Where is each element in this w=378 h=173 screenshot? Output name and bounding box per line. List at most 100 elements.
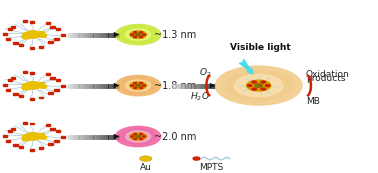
Circle shape — [121, 27, 156, 43]
Circle shape — [143, 85, 146, 86]
Circle shape — [27, 133, 36, 137]
Bar — [30, 72, 34, 74]
Circle shape — [28, 84, 37, 88]
Circle shape — [116, 24, 161, 45]
Circle shape — [29, 84, 36, 87]
Circle shape — [121, 129, 156, 144]
Text: $O_2$: $O_2$ — [199, 67, 212, 79]
Bar — [6, 89, 11, 91]
Circle shape — [28, 82, 37, 86]
Circle shape — [29, 135, 36, 138]
Circle shape — [31, 83, 42, 88]
Bar — [11, 77, 15, 79]
Circle shape — [119, 26, 157, 43]
Text: ~1.3 nm: ~1.3 nm — [154, 30, 197, 40]
Bar — [23, 71, 27, 73]
Circle shape — [193, 157, 200, 160]
Bar — [46, 124, 50, 126]
Circle shape — [31, 33, 40, 37]
Circle shape — [38, 83, 45, 86]
Circle shape — [22, 32, 33, 37]
Circle shape — [28, 82, 39, 86]
Circle shape — [126, 80, 150, 91]
Bar — [3, 84, 7, 86]
Bar — [56, 28, 60, 30]
Bar — [13, 42, 18, 44]
Bar — [48, 143, 53, 145]
Bar — [8, 28, 12, 30]
Circle shape — [31, 134, 40, 139]
Circle shape — [31, 84, 39, 88]
Bar — [61, 136, 65, 138]
Circle shape — [29, 33, 38, 37]
Circle shape — [31, 135, 39, 139]
Bar — [8, 130, 12, 132]
Circle shape — [118, 26, 158, 44]
Circle shape — [29, 33, 37, 37]
Text: MB: MB — [306, 97, 320, 106]
Circle shape — [261, 88, 265, 90]
Bar — [50, 77, 54, 79]
Circle shape — [25, 31, 40, 38]
Circle shape — [126, 131, 150, 142]
Circle shape — [247, 85, 252, 87]
Circle shape — [25, 82, 40, 89]
Bar — [6, 38, 11, 40]
Circle shape — [139, 87, 143, 89]
Circle shape — [131, 34, 134, 35]
Circle shape — [29, 84, 38, 88]
Circle shape — [134, 87, 137, 89]
Bar — [50, 128, 54, 130]
Circle shape — [134, 32, 137, 33]
Circle shape — [29, 135, 37, 139]
Text: ~2.0 nm: ~2.0 nm — [154, 131, 197, 142]
Circle shape — [225, 71, 292, 101]
Bar — [56, 130, 60, 132]
Circle shape — [121, 78, 156, 93]
Circle shape — [134, 83, 137, 84]
Circle shape — [134, 138, 137, 140]
Circle shape — [39, 34, 47, 37]
Circle shape — [28, 33, 37, 37]
Circle shape — [27, 82, 36, 86]
Bar — [30, 149, 34, 151]
Circle shape — [228, 72, 289, 99]
Circle shape — [139, 83, 143, 84]
Circle shape — [120, 26, 156, 43]
Circle shape — [28, 33, 37, 37]
Bar — [19, 95, 23, 97]
Circle shape — [143, 136, 146, 137]
Circle shape — [28, 85, 38, 89]
Circle shape — [31, 134, 42, 139]
Circle shape — [28, 133, 37, 137]
Circle shape — [31, 84, 40, 88]
Circle shape — [28, 136, 35, 139]
Circle shape — [28, 34, 38, 38]
Circle shape — [130, 31, 146, 38]
Circle shape — [121, 27, 155, 42]
Circle shape — [252, 81, 256, 83]
Circle shape — [215, 66, 302, 105]
Bar — [39, 97, 43, 98]
Circle shape — [28, 34, 34, 36]
Bar — [30, 98, 34, 100]
Bar — [3, 135, 7, 137]
Circle shape — [29, 84, 37, 88]
Circle shape — [130, 133, 146, 140]
Text: $H_2O$: $H_2O$ — [190, 90, 210, 103]
Bar — [61, 85, 65, 87]
Circle shape — [136, 84, 141, 87]
Circle shape — [117, 76, 159, 95]
Text: products: products — [306, 74, 345, 83]
Circle shape — [265, 85, 270, 87]
Circle shape — [39, 85, 47, 88]
Circle shape — [139, 36, 143, 38]
Circle shape — [28, 31, 37, 35]
Circle shape — [116, 126, 161, 147]
Text: ~1.8 nm: ~1.8 nm — [154, 81, 197, 91]
Circle shape — [126, 29, 150, 40]
Circle shape — [28, 84, 37, 88]
Circle shape — [139, 134, 143, 135]
Circle shape — [136, 135, 141, 138]
Bar — [54, 38, 59, 40]
